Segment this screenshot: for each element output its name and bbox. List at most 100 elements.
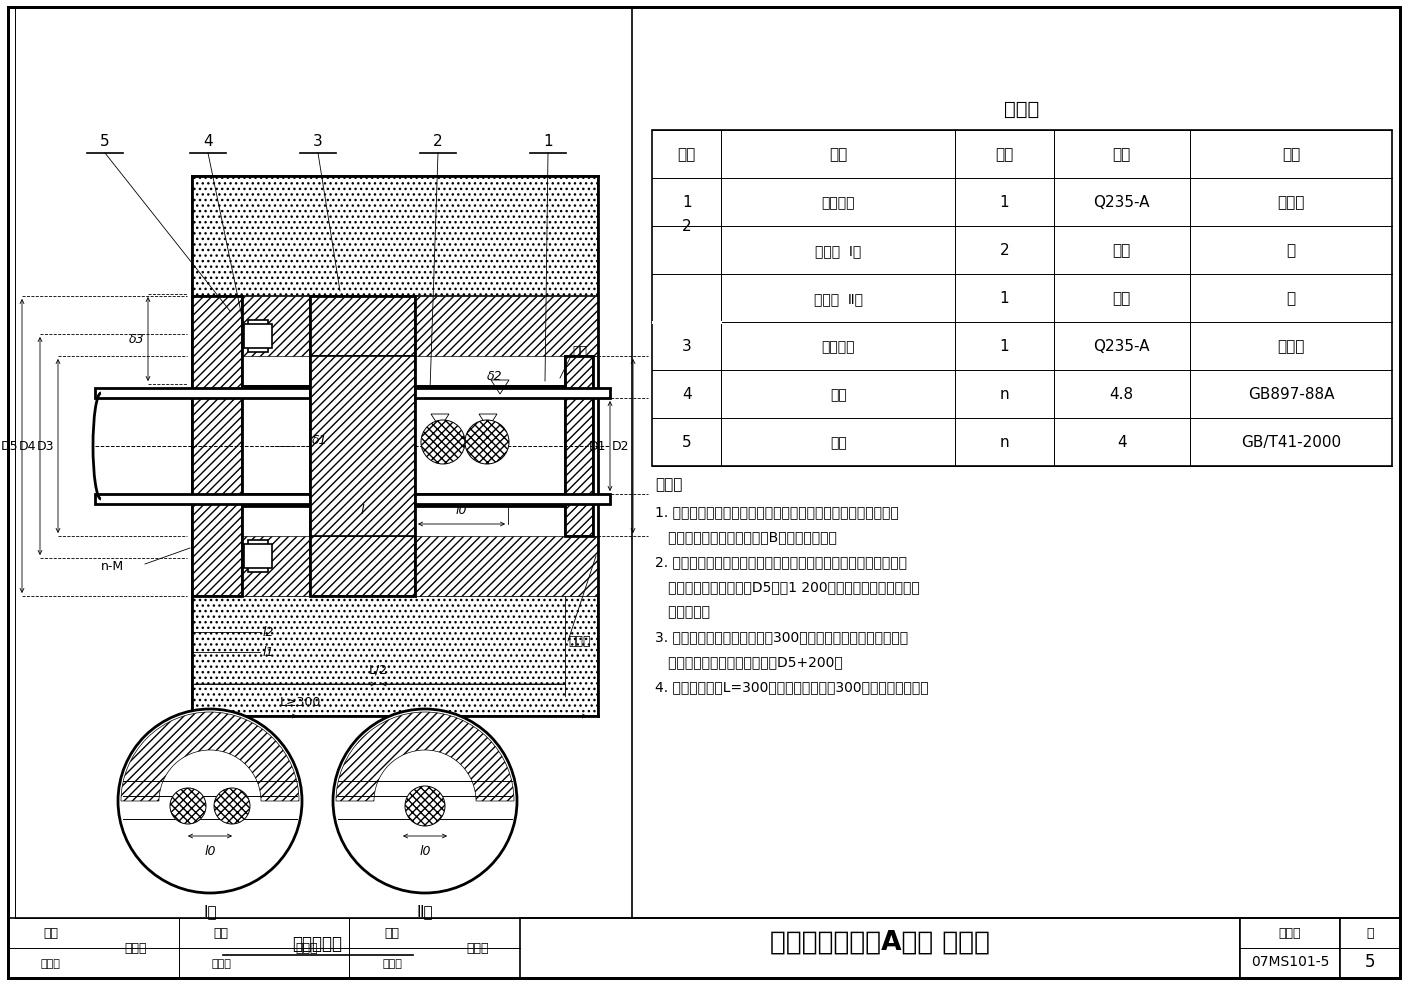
Text: 联柱: 联柱 [829, 387, 846, 401]
Text: GB/T41-2000: GB/T41-2000 [1240, 435, 1340, 450]
Text: D5: D5 [0, 440, 18, 453]
Text: Ⅰ型: Ⅰ型 [203, 903, 217, 919]
Bar [191, 597, 598, 716]
Text: l2: l2 [263, 626, 275, 639]
Text: 3: 3 [313, 134, 322, 149]
Text: 注范围应比翅环直径（D5）大1 200，而且必须将套管一次浇: 注范围应比翅环直径（D5）大1 200，而且必须将套管一次浇 [655, 580, 919, 594]
Text: 联母: 联母 [829, 436, 846, 450]
Text: δ3: δ3 [128, 333, 144, 346]
Text: 页: 页 [1366, 927, 1374, 940]
Bar [94, 388, 610, 398]
Bar [191, 297, 242, 597]
Bar [565, 357, 593, 536]
Bar [310, 297, 415, 597]
Bar [565, 357, 593, 536]
Text: 2. 套管穿墙处如遇非混凝土墙壁时，应局部改用混凝土墙壁，其浇: 2. 套管穿墙处如遇非混凝土墙壁时，应局部改用混凝土墙壁，其浇 [655, 554, 907, 568]
Text: 序号: 序号 [677, 147, 696, 163]
Text: 2: 2 [1000, 244, 1010, 258]
Text: 1: 1 [681, 195, 691, 210]
Text: 1: 1 [1000, 339, 1010, 354]
Bar [191, 297, 242, 597]
Text: 07MS101-5: 07MS101-5 [1250, 954, 1329, 968]
Text: 法兰套管: 法兰套管 [821, 196, 855, 210]
Bar [1240, 918, 1340, 978]
Text: 4: 4 [1117, 435, 1126, 450]
Text: 名称: 名称 [829, 147, 848, 163]
Text: 2: 2 [681, 219, 691, 235]
Bar [94, 495, 610, 505]
Text: 2: 2 [434, 134, 442, 149]
Bar [520, 918, 1240, 978]
Text: －: － [1287, 291, 1295, 307]
Text: n-M: n-M [100, 560, 124, 573]
Text: 图集号: 图集号 [1278, 927, 1301, 940]
Text: 5: 5 [1364, 952, 1376, 970]
Text: 固于墙内。: 固于墙内。 [655, 604, 710, 618]
Bar [242, 495, 565, 507]
Bar [248, 540, 268, 573]
Text: 1: 1 [1000, 195, 1010, 210]
Text: 密封圈  Ⅱ型: 密封圈 Ⅱ型 [814, 292, 863, 306]
Text: －: － [1287, 244, 1295, 258]
Text: Q235-A: Q235-A [1094, 339, 1150, 354]
Bar [242, 387, 565, 398]
Bar [310, 357, 415, 536]
Text: 钉管: 钉管 [572, 345, 587, 358]
Text: 密封圈结构: 密封圈结构 [293, 934, 342, 952]
Text: 4. 套管的重量以L=300计算，如墙厚大于300时，应另行计算。: 4. 套管的重量以L=300计算，如墙厚大于300时，应另行计算。 [655, 679, 929, 693]
Text: 5: 5 [681, 435, 691, 450]
Bar [310, 297, 415, 357]
Text: 5: 5 [100, 134, 110, 149]
Text: l0: l0 [420, 844, 431, 857]
Text: 4: 4 [203, 134, 213, 149]
Text: 数量: 数量 [995, 147, 1014, 163]
Text: δ2: δ2 [487, 370, 503, 384]
Circle shape [406, 786, 445, 826]
Text: n: n [1000, 387, 1010, 402]
Text: L≥300: L≥300 [279, 695, 321, 708]
Text: 审核: 审核 [44, 927, 58, 940]
Text: 4.8: 4.8 [1110, 387, 1133, 402]
Text: 橡胶: 橡胶 [1112, 244, 1131, 258]
Text: 焊接件: 焊接件 [1277, 195, 1305, 210]
Text: 密封圈  Ⅰ型: 密封圈 Ⅰ型 [815, 244, 862, 257]
Bar [244, 544, 272, 568]
Bar [191, 297, 598, 357]
Text: D1: D1 [589, 440, 605, 453]
Text: 1: 1 [543, 134, 553, 149]
Text: δ1: δ1 [313, 434, 328, 447]
Text: 3: 3 [681, 339, 691, 354]
Text: 备注: 备注 [1281, 147, 1300, 163]
Bar [8, 918, 1400, 978]
Text: 1: 1 [1000, 291, 1010, 307]
Text: 阳容祝: 阳容祝 [466, 942, 489, 954]
Circle shape [118, 709, 301, 893]
Bar [248, 320, 268, 353]
Text: 欧阳容: 欧阳容 [382, 958, 401, 968]
Bar [191, 536, 598, 597]
Bar [310, 536, 415, 597]
Bar [1340, 918, 1400, 978]
Text: l1: l1 [263, 646, 275, 659]
Text: 1. 当迎水面为腑蚀性介质时，可采用封堵材料将缝隙封堵，做法: 1. 当迎水面为腑蚀性介质时，可采用封堵材料将缝隙封堵，做法 [655, 505, 898, 519]
Text: Ⅱ型: Ⅱ型 [417, 903, 434, 919]
Circle shape [214, 788, 251, 824]
Text: 材料: 材料 [1112, 147, 1131, 163]
Text: l0: l0 [204, 844, 215, 857]
Circle shape [170, 788, 206, 824]
Circle shape [421, 421, 465, 464]
Text: D2: D2 [611, 440, 629, 453]
Bar [652, 131, 1393, 466]
Text: 边加厚。加厚部的直径至少为D5+200。: 边加厚。加厚部的直径至少为D5+200。 [655, 655, 843, 669]
Text: l: l [360, 504, 365, 517]
Text: 博春明: 博春明 [296, 942, 318, 954]
Text: Q235-A: Q235-A [1094, 195, 1150, 210]
Text: 4: 4 [681, 387, 691, 402]
Bar [415, 398, 565, 495]
Circle shape [334, 709, 517, 893]
Text: GB897-88A: GB897-88A [1247, 387, 1335, 402]
Text: 焊接件: 焊接件 [1277, 339, 1305, 354]
Text: 设计: 设计 [384, 927, 400, 940]
Text: 法兰压盖: 法兰压盖 [821, 339, 855, 354]
Text: l0: l0 [456, 504, 467, 517]
